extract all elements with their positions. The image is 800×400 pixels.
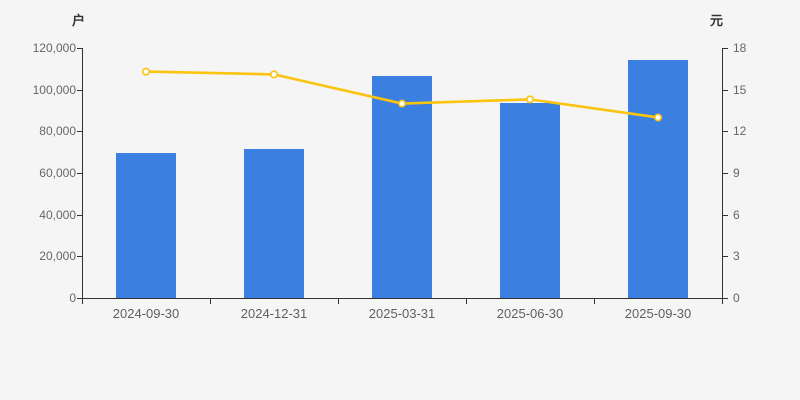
bar: [372, 75, 432, 298]
x-category-label: 2025-03-31: [368, 306, 436, 321]
y-axis-right-tick-label: 9: [733, 166, 740, 180]
line-marker: [142, 67, 151, 76]
x-axis-tick: [82, 299, 83, 304]
bar: [628, 60, 688, 298]
y-axis-left-tick-label: 80,000: [39, 124, 76, 139]
y-axis-right-tick: [723, 214, 728, 216]
y-axis-left-tick: [77, 298, 82, 299]
line-marker: [525, 95, 534, 104]
y-axis-left-tick-label: 0: [69, 291, 76, 305]
y-axis-right-tick: [723, 48, 728, 49]
y-axis-right-tick: [723, 131, 728, 133]
y-axis-right-tick-label: 15: [733, 82, 747, 97]
bar: [244, 149, 304, 298]
x-axis-tick: [722, 299, 723, 304]
y-axis-right-tick-label: 0: [733, 291, 740, 305]
x-category-label: 2025-09-30: [624, 306, 692, 321]
y-axis-right-tick: [723, 89, 728, 91]
y-axis-left-tick: [77, 173, 82, 174]
y-axis-right-tick-label: 3: [733, 249, 740, 264]
y-axis-left-tick: [77, 131, 82, 133]
bar: [116, 153, 176, 298]
x-category-label: 2024-09-30: [112, 306, 180, 321]
y-axis-right-line: [722, 48, 723, 303]
y-axis-right-tick: [723, 298, 728, 299]
y-axis-left-tick: [77, 256, 82, 258]
y-axis-left-tick: [77, 48, 82, 49]
left-axis-unit-label: 户: [72, 13, 86, 28]
line-marker: [653, 113, 662, 122]
bar: [500, 102, 560, 298]
x-category-label: 2025-06-30: [496, 306, 564, 321]
x-axis-tick: [210, 299, 211, 304]
x-axis-tick: [594, 299, 595, 304]
y-axis-left-tick: [77, 89, 82, 91]
y-axis-right-tick-label: 12: [733, 124, 747, 139]
x-axis-tick: [466, 299, 467, 304]
y-axis-left-tick-label: 20,000: [39, 249, 76, 264]
trend-line: [145, 70, 659, 119]
x-axis-tick: [338, 299, 339, 304]
line-marker: [397, 99, 406, 108]
y-axis-left-tick: [77, 214, 82, 216]
y-axis-left-tick-label: 100,000: [32, 82, 76, 97]
line-marker: [269, 70, 278, 79]
right-axis-unit-label: 元: [710, 13, 724, 28]
y-axis-right-tick: [723, 173, 728, 174]
y-axis-left-tick-label: 120,000: [32, 41, 76, 55]
y-axis-right-tick-label: 18: [733, 41, 747, 55]
x-axis-line: [82, 298, 723, 299]
y-axis-left-line: [82, 48, 83, 303]
y-axis-right-tick: [723, 256, 728, 258]
y-axis-left-tick-label: 40,000: [39, 207, 76, 222]
x-category-label: 2024-12-31: [240, 306, 308, 321]
y-axis-right-tick-label: 6: [733, 207, 740, 222]
y-axis-left-tick-label: 60,000: [39, 166, 76, 180]
